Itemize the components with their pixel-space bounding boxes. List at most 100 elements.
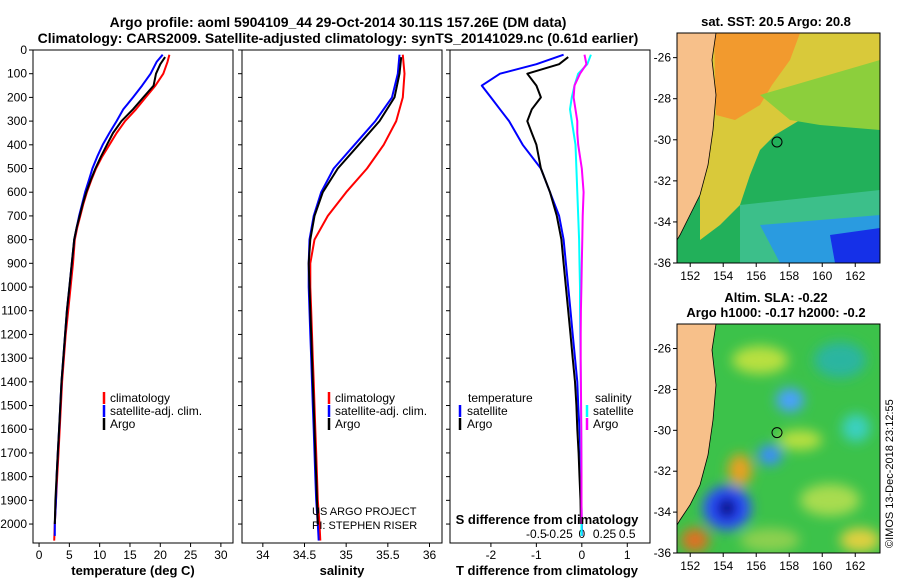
sst-map-field bbox=[677, 33, 880, 263]
sst-australia-land bbox=[677, 33, 717, 241]
x-tick-label: 1 bbox=[624, 548, 631, 562]
pressure-tick-label: 600 bbox=[7, 185, 27, 199]
sla-map-subtitle: Argo h1000: -0.17 h2000: -0.2 bbox=[686, 305, 865, 320]
pressure-tick-label: 1600 bbox=[0, 422, 27, 436]
pressure-tick-label: 1000 bbox=[0, 280, 27, 294]
x-tick-label: 0 bbox=[36, 548, 43, 562]
x-tick-label: 35.5 bbox=[376, 548, 400, 562]
lat-tick-label: -36 bbox=[654, 256, 672, 270]
legend-label-argo: Argo bbox=[110, 417, 136, 431]
pressure-tick-label: 1700 bbox=[0, 446, 27, 460]
lat-tick-label: -30 bbox=[654, 423, 672, 437]
difference-axes-frame bbox=[449, 49, 651, 544]
t-difference-x-axis: -2 -1 0 1 bbox=[486, 543, 631, 562]
x-tick-label: -1 bbox=[531, 548, 542, 562]
lon-tick-label: 156 bbox=[746, 269, 766, 283]
series-line-t-argo bbox=[526, 56, 582, 525]
salinity-axes-frame bbox=[241, 49, 443, 544]
credit-project: US ARGO PROJECT bbox=[312, 506, 417, 518]
lat-tick-label: -32 bbox=[654, 174, 672, 188]
sst-lat-axis: -26 -28 -30 -32 -34 -36 bbox=[654, 51, 677, 270]
x-tick-label: 30 bbox=[214, 548, 228, 562]
lon-tick-label: 156 bbox=[746, 559, 766, 573]
difference-y-ticks bbox=[446, 49, 450, 525]
temperature-legend: climatology satellite-adj. clim. Argo bbox=[102, 391, 202, 431]
sla-eddy bbox=[681, 528, 709, 552]
pressure-tick-label: 1300 bbox=[0, 351, 27, 365]
pressure-tick-label: 500 bbox=[7, 162, 27, 176]
salinity-y-ticks bbox=[238, 49, 242, 525]
lat-tick-label: -30 bbox=[654, 133, 672, 147]
x-tick-label: 25 bbox=[184, 548, 198, 562]
lat-tick-label: -36 bbox=[654, 546, 672, 560]
x-tick-label: 5 bbox=[66, 548, 73, 562]
difference-panel: -2 -1 0 1 -0.5-0.25 0 0.25 0.5 S difference fr… bbox=[446, 49, 651, 578]
sla-map-frame bbox=[676, 323, 881, 554]
salinity-series bbox=[307, 54, 406, 541]
x-tick-label: 34.5 bbox=[293, 548, 317, 562]
t-difference-xlabel: T difference from climatology bbox=[456, 563, 639, 578]
sla-eddy bbox=[732, 346, 788, 374]
s-difference-tick-label: -0.5 bbox=[526, 527, 547, 541]
pressure-axis: 0 100 200 300 400 500 600 700 800 900 1000 1100 1200… bbox=[0, 43, 33, 531]
lat-tick-label: -32 bbox=[654, 464, 672, 478]
x-tick-label: 34 bbox=[256, 548, 270, 562]
legend-label-argo: Argo bbox=[335, 417, 361, 431]
sla-eddy bbox=[778, 430, 822, 450]
x-tick-label: 36 bbox=[423, 548, 437, 562]
lon-tick-label: 162 bbox=[845, 559, 865, 573]
pressure-tick-label: 900 bbox=[7, 256, 27, 270]
lat-tick-label: -34 bbox=[654, 215, 672, 229]
lat-tick-label: -34 bbox=[654, 505, 672, 519]
legend-header-salinity: salinity bbox=[595, 391, 632, 405]
pressure-tick-label: 100 bbox=[7, 67, 27, 81]
legend-label-s-satellite: satellite bbox=[593, 404, 634, 418]
legend-header-temperature: temperature bbox=[468, 391, 533, 405]
legend-label-climatology: climatology bbox=[110, 391, 170, 405]
pressure-tick-label: 800 bbox=[7, 233, 27, 247]
pressure-tick-label: 1100 bbox=[1, 304, 27, 318]
pressure-tick-label: 1900 bbox=[0, 493, 27, 507]
sst-map-title: sat. SST: 20.5 Argo: 20.8 bbox=[701, 14, 851, 29]
legend-label-climatology: climatology bbox=[335, 391, 395, 405]
lon-tick-label: 152 bbox=[680, 269, 700, 283]
sst-map-frame bbox=[676, 32, 881, 264]
x-tick-label: 10 bbox=[93, 548, 107, 562]
imos-stamp: ©IMOS 13-Dec-2018 23:12:55 bbox=[884, 399, 896, 548]
legend-label-satellite: satellite-adj. clim. bbox=[110, 404, 202, 418]
credit-pi: PI: STEPHEN RISER bbox=[312, 520, 417, 532]
x-tick-label: 0 bbox=[578, 548, 585, 562]
temperature-series bbox=[53, 54, 171, 541]
sla-lat-axis: -26 -28 -30 -32 -34 -36 bbox=[654, 342, 677, 560]
difference-legend: temperature salinity satellite Argo sate… bbox=[458, 391, 634, 431]
lon-tick-label: 160 bbox=[812, 559, 832, 573]
lat-tick-label: -28 bbox=[654, 382, 672, 396]
sla-map-title: Altim. SLA: -0.22 bbox=[724, 290, 827, 305]
series-line-argo bbox=[53, 56, 166, 525]
lon-tick-label: 160 bbox=[812, 269, 832, 283]
sla-map-field bbox=[677, 324, 880, 553]
x-tick-label: 20 bbox=[154, 548, 168, 562]
sla-eddy bbox=[842, 414, 870, 442]
sst-mid-band bbox=[760, 60, 880, 130]
difference-series bbox=[480, 53, 592, 536]
s-difference-tick-label: -0.25 bbox=[545, 527, 573, 541]
salinity-legend: climatology satellite-adj. clim. Argo bbox=[327, 391, 427, 431]
series-line-s-argo bbox=[572, 54, 588, 525]
lon-tick-label: 158 bbox=[779, 269, 799, 283]
pressure-tick-label: 700 bbox=[7, 209, 27, 223]
sla-eddy bbox=[814, 342, 866, 378]
series-line-argo bbox=[307, 56, 403, 525]
sst-cold-patch bbox=[830, 228, 880, 263]
sla-eddy bbox=[800, 484, 860, 516]
lon-tick-label: 158 bbox=[779, 559, 799, 573]
sst-float-marker bbox=[771, 136, 783, 148]
pressure-tick-label: 1500 bbox=[0, 399, 27, 413]
lat-tick-label: -26 bbox=[654, 51, 672, 65]
salinity-x-axis: 34 34.5 35 35.5 36 bbox=[256, 543, 436, 562]
sla-eddy bbox=[776, 388, 804, 412]
lat-tick-label: -28 bbox=[654, 92, 672, 106]
salinity-xlabel: salinity bbox=[320, 563, 366, 578]
sst-warmest-band bbox=[714, 33, 800, 120]
